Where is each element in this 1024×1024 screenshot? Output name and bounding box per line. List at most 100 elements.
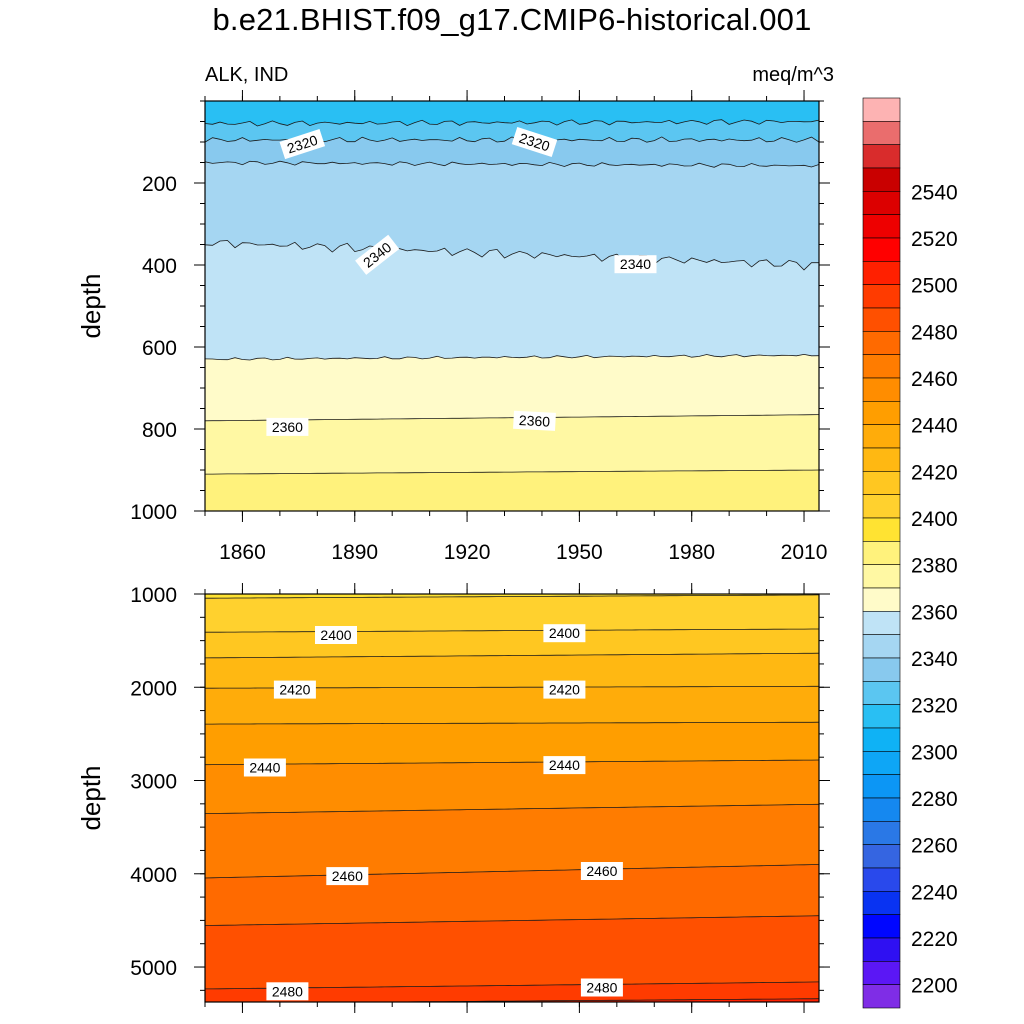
y-tick-label: 1000 — [130, 584, 177, 607]
variable-label: ALK, IND — [205, 64, 289, 86]
colorbar-label: 2440 — [911, 415, 958, 438]
colorbar-label: 2340 — [911, 648, 958, 671]
contour-line-2430 — [205, 721, 819, 725]
colorbar-box — [862, 494, 901, 519]
colorbar-box — [862, 401, 901, 425]
contour-line-2460 — [205, 864, 819, 879]
colorbar-box — [862, 564, 901, 589]
contour-label: 2440 — [243, 758, 286, 777]
contour-label-text: 2400 — [549, 625, 580, 641]
contour-label-box — [511, 126, 558, 158]
contour-label-text: 2460 — [332, 868, 363, 884]
contour-line-2400 — [205, 628, 819, 633]
contour-label-text: 2460 — [586, 863, 617, 879]
colorbar-label: 2280 — [911, 788, 958, 811]
y-tick-label: 200 — [142, 173, 177, 196]
contour-label-box — [543, 756, 586, 775]
contour-label-box — [580, 978, 623, 997]
contour-label-text: 2440 — [249, 760, 280, 776]
contour-band-2480 — [205, 981, 819, 1002]
contour-label: 2360 — [513, 410, 556, 431]
y-axis-title: depth — [76, 765, 106, 830]
x-tick-label: 2010 — [781, 541, 828, 564]
colorbar-box — [862, 587, 901, 612]
contour-label: 2460 — [580, 862, 623, 880]
x-tick-label: 1890 — [331, 541, 378, 564]
contour-band-2370 — [205, 470, 819, 511]
colorbar-box — [862, 774, 901, 799]
colorbar-box — [862, 354, 901, 379]
x-tick-label: 1980 — [668, 541, 715, 564]
colorbar-box — [862, 891, 901, 915]
contour-line-2410 — [205, 652, 819, 659]
y-axis-title: depth — [76, 273, 106, 338]
colorbar-label: 2500 — [911, 275, 958, 298]
contour-label-text: 2420 — [279, 682, 310, 698]
contour-fills — [205, 594, 819, 1002]
contour-label: 2400 — [543, 624, 586, 643]
contour-label-box — [614, 255, 657, 274]
contour-label: 2320 — [279, 129, 326, 160]
contour-line-2330 — [205, 160, 819, 168]
contour-line-2490 — [332, 998, 819, 1002]
colorbar-box — [862, 937, 901, 962]
colorbar-label: 2360 — [911, 601, 958, 624]
colorbar-box — [862, 681, 901, 705]
contour-label-text: 2400 — [320, 627, 351, 643]
contour-label: 2400 — [315, 626, 357, 644]
contour-label: 2340 — [614, 255, 657, 274]
colorbar-box — [862, 914, 901, 939]
colorbar-box — [862, 377, 901, 402]
contour-label-text: 2440 — [549, 757, 580, 773]
y-tick-label: 4000 — [130, 864, 177, 887]
y-tick-label: 2000 — [130, 677, 177, 700]
y-tick-label: 3000 — [130, 771, 177, 794]
contour-label-box — [266, 417, 309, 436]
colorbar-box — [862, 704, 901, 729]
contour-label-text: 2340 — [620, 256, 651, 272]
y-tick-label: 600 — [142, 337, 177, 360]
contour-label: 2480 — [266, 982, 309, 1001]
contour-label: 2440 — [543, 756, 586, 775]
contour-label-box — [273, 680, 316, 699]
colorbar-box — [862, 751, 901, 775]
contour-label-box — [355, 234, 400, 275]
y-tick-label: 1000 — [130, 501, 177, 524]
colorbar-box — [862, 844, 901, 869]
contour-label: 2420 — [273, 680, 316, 699]
colorbar-box — [862, 471, 901, 495]
contour-label-text: 2480 — [586, 980, 617, 996]
y-tick-label: 400 — [142, 255, 177, 278]
colorbar-box — [862, 541, 901, 565]
colorbar-box — [862, 284, 901, 309]
colorbar-label: 2540 — [911, 181, 958, 204]
plot-frame — [204, 593, 820, 1003]
contour-label-text: 2360 — [272, 419, 303, 435]
contour-label: 2480 — [580, 978, 623, 997]
colorbar-box — [862, 984, 901, 1009]
contour-label-text: 2420 — [549, 682, 580, 698]
colorbar-box — [862, 191, 901, 215]
colorbar-label: 2220 — [911, 928, 958, 951]
colorbar-box — [862, 237, 901, 262]
colorbar-box — [862, 424, 901, 449]
contour-label-box — [266, 982, 309, 1001]
lower-panel: 2400 2400 2420 2420 2440 2440 2460 2460 2480 2480… — [76, 583, 830, 1013]
colorbar-label: 2300 — [911, 741, 958, 764]
contour-band-2490 — [384, 998, 819, 1002]
contour-fills — [205, 101, 819, 511]
colorbar-box — [862, 331, 901, 355]
colorbar-box — [862, 961, 901, 985]
contour-line-2450 — [205, 803, 819, 814]
x-tick-label: 1950 — [556, 541, 603, 564]
colorbar-box — [862, 167, 901, 192]
contour-line-2440 — [205, 759, 819, 766]
contour-band-2470 — [205, 915, 819, 1002]
contour-label-box — [513, 410, 556, 431]
contour-line-2370 — [205, 469, 819, 475]
contour-label-box — [543, 680, 586, 699]
colorbar-label: 2200 — [911, 975, 958, 998]
contour-label: 2360 — [266, 417, 309, 436]
colorbar-box — [862, 727, 901, 752]
